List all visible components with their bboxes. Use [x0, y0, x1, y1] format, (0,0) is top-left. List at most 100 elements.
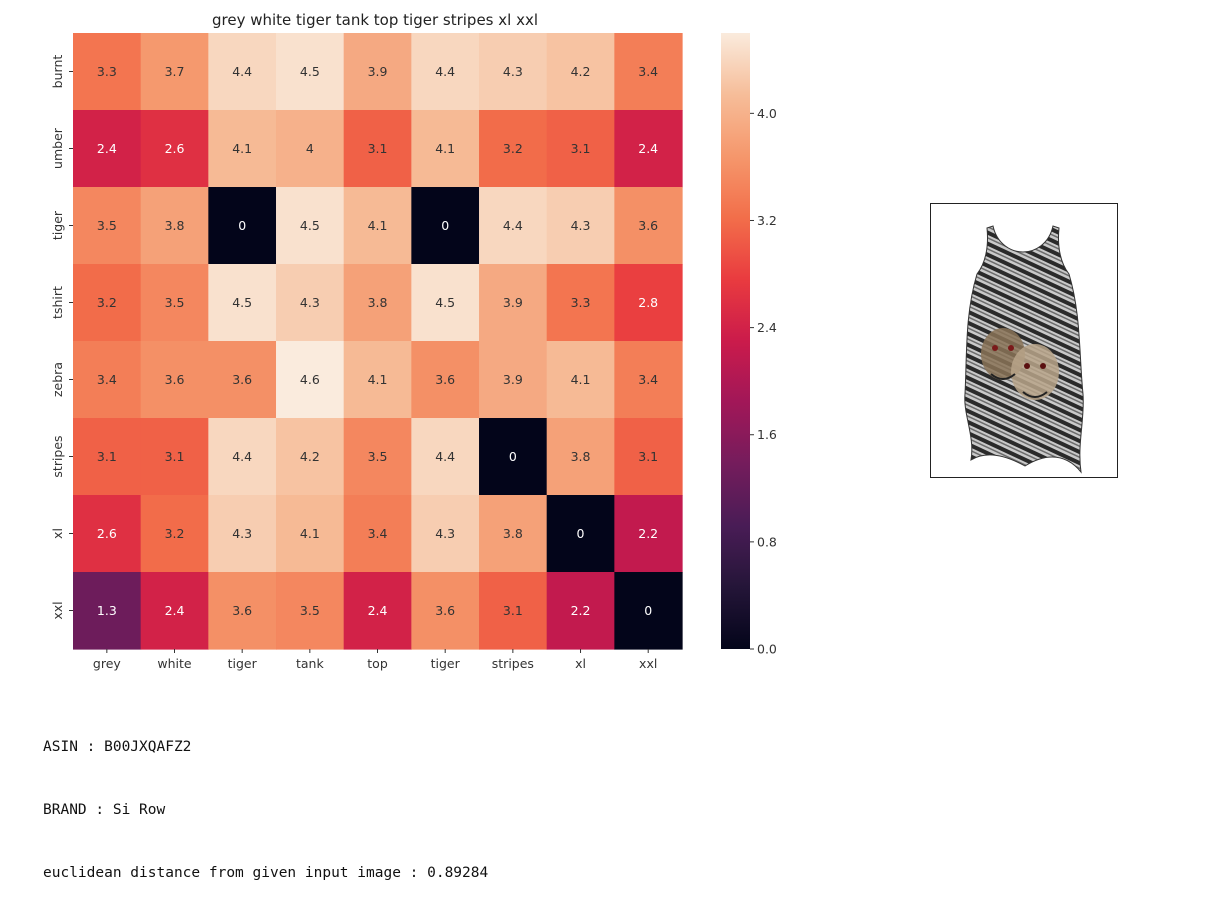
cell-value-label: 2.4	[97, 141, 117, 156]
colorbar	[721, 33, 750, 649]
heatmap-cell	[546, 187, 615, 265]
heatmap-cell	[208, 418, 277, 496]
colorbar-tick-label: 4.0	[757, 106, 777, 121]
cell-value-label: 4.5	[300, 64, 320, 79]
x-tick-label: tiger	[228, 656, 258, 671]
heatmap-cell	[208, 110, 277, 188]
x-tick-label: xl	[575, 656, 586, 671]
heatmap-cell	[73, 341, 142, 419]
cell-value-label: 3.3	[571, 295, 591, 310]
heatmap-cell	[276, 110, 345, 188]
cell-value-label: 3.4	[638, 372, 658, 387]
heatmap-cell	[411, 110, 480, 188]
colorbar-tick-label: 1.6	[757, 427, 777, 442]
heatmap-cell	[343, 418, 412, 496]
x-tick-label: top	[367, 656, 388, 671]
heatmap-cell	[208, 341, 277, 419]
heatmap-cell	[614, 110, 683, 188]
cell-value-label: 4.3	[300, 295, 320, 310]
heatmap-cell	[140, 572, 209, 650]
heatmap-cell	[276, 33, 345, 111]
heatmap-cell	[546, 33, 615, 111]
y-axis-labels: burnt umber tiger tshirt zebra stripes xl xxl	[50, 55, 73, 620]
heatmap-cell	[343, 341, 412, 419]
heatmap-cell	[411, 341, 480, 419]
heatmap-cell	[73, 495, 142, 573]
y-tick-label: xl	[50, 528, 65, 539]
cell-value-label: 3.5	[165, 295, 185, 310]
cell-value-label: 4	[306, 141, 314, 156]
y-tick-label: umber	[50, 127, 65, 169]
heatmap-cell	[479, 187, 548, 265]
heatmap-cell	[73, 264, 142, 342]
heatmap-cell	[343, 187, 412, 265]
heatmap-cell	[479, 110, 548, 188]
heatmap-cell	[479, 341, 548, 419]
cell-value-label: 3.7	[165, 64, 185, 79]
cell-value-label: 3.8	[503, 526, 523, 541]
cell-value-label: 4.2	[300, 449, 320, 464]
y-tick-label: burnt	[50, 55, 65, 89]
cell-value-label: 0	[509, 449, 517, 464]
cell-value-label: 4.2	[571, 64, 591, 79]
heatmap-cell	[140, 495, 209, 573]
heatmap-cell	[73, 572, 142, 650]
heatmap-cell	[614, 572, 683, 650]
cell-value-label: 2.8	[638, 295, 658, 310]
heatmap-cell	[140, 418, 209, 496]
cell-value-label: 3.6	[435, 603, 455, 618]
cell-value-label: 3.9	[503, 295, 523, 310]
heatmap-cell	[73, 33, 142, 111]
heatmap-cell	[73, 418, 142, 496]
heatmap-cell	[140, 110, 209, 188]
cell-value-label: 4.1	[435, 141, 455, 156]
cell-value-label: 0	[441, 218, 449, 233]
heatmap-cell	[411, 187, 480, 265]
cell-value-label: 4.1	[571, 372, 591, 387]
cell-value-label: 4.1	[300, 526, 320, 541]
heatmap-cell	[208, 495, 277, 573]
heatmap-cell	[614, 33, 683, 111]
heatmap-cell	[343, 572, 412, 650]
cell-value-label: 3.2	[97, 295, 117, 310]
cell-value-label: 3.9	[368, 64, 388, 79]
heatmap-cell	[140, 341, 209, 419]
cell-value-label: 3.4	[97, 372, 117, 387]
cell-value-label: 4.4	[435, 64, 455, 79]
heatmap-cell	[73, 110, 142, 188]
asin-text: ASIN : B00JXQAFZ2	[43, 739, 192, 755]
heatmap-cell	[343, 110, 412, 188]
heatmap-cell	[140, 264, 209, 342]
x-tick-label: grey	[93, 656, 121, 671]
cell-value-label: 2.2	[571, 603, 591, 618]
cell-value-label: 2.2	[638, 526, 658, 541]
cell-value-label: 4.3	[435, 526, 455, 541]
product-image-frame	[930, 203, 1118, 478]
heatmap-cell	[614, 187, 683, 265]
heatmap-cell	[546, 418, 615, 496]
x-tick-label: xxl	[639, 656, 657, 671]
heatmap-cell	[208, 187, 277, 265]
heatmap-cell	[208, 264, 277, 342]
cell-value-label: 3.4	[638, 64, 658, 79]
y-tick-label: stripes	[50, 435, 65, 477]
heatmap-cell	[73, 187, 142, 265]
cell-value-label: 3.5	[368, 449, 388, 464]
cell-value-label: 2.4	[165, 603, 185, 618]
heatmap-cell	[411, 495, 480, 573]
colorbar-ticks: 0.0 0.8 1.6 2.4 3.2 4.0	[750, 106, 777, 657]
heatmap-cells: 3.3 3.7 4.4 4.5 3.9 4.4 4.3 4.2 3.4 2.4 2.6 4.1 4 3.1…	[73, 33, 683, 650]
cell-value-label: 3.8	[165, 218, 185, 233]
cell-value-label: 4.1	[368, 218, 388, 233]
cell-value-label: 2.4	[368, 603, 388, 618]
heatmap-cell	[276, 264, 345, 342]
heatmap-cell	[208, 572, 277, 650]
colorbar-tick-label: 0.0	[757, 642, 777, 657]
heatmap-cell	[411, 264, 480, 342]
colorbar-tick-label: 2.4	[757, 320, 777, 335]
cell-value-label: 4.5	[435, 295, 455, 310]
cell-value-label: 3.1	[97, 449, 117, 464]
cell-value-label: 2.4	[638, 141, 658, 156]
cell-value-label: 3.9	[503, 372, 523, 387]
cell-value-label: 3.8	[571, 449, 591, 464]
